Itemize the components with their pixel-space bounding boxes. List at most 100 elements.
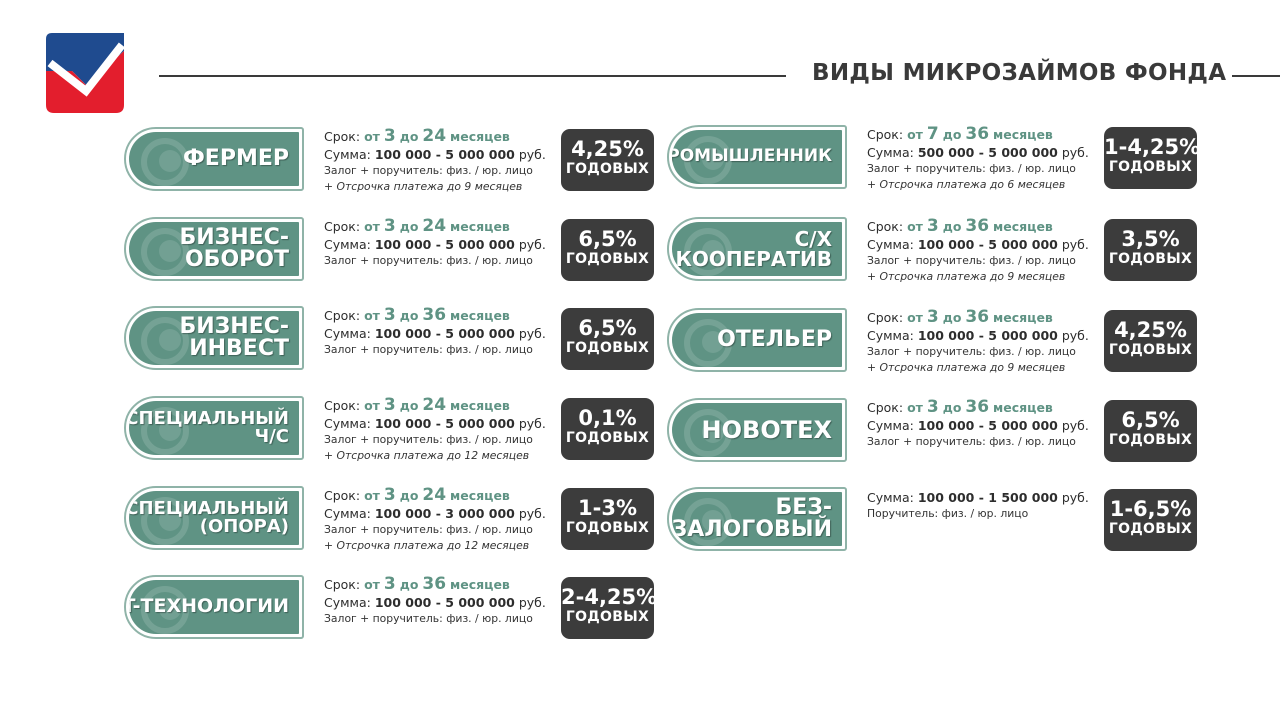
rate-badge: 4,25% ГОДОВЫХ	[561, 129, 654, 191]
rate-label: ГОДОВЫХ	[565, 161, 650, 177]
product-illustration-icon	[141, 138, 189, 186]
deferral-line: + Отсрочка платежа до 9 месяцев	[324, 180, 523, 193]
product-conditions: Срок: от 3 до 36 месяцев Сумма: 100 000 …	[867, 398, 1097, 450]
rate-value: 6,5%	[578, 227, 637, 251]
term-line: Срок: от 3 до 36 месяцев	[867, 216, 1053, 236]
deferral-line: + Отсрочка платежа до 9 месяцев	[867, 361, 1066, 374]
collateral-line: Залог + поручитель: физ. / юр. лицо	[324, 164, 533, 177]
checkmark-logo-icon	[46, 33, 124, 113]
rate-label: ГОДОВЫХ	[1108, 521, 1193, 537]
product-name: IT-ТЕХНОЛОГИИ	[129, 595, 289, 618]
amount-line: Сумма: 100 000 - 3 000 000 руб.	[324, 506, 546, 521]
product-name: ОТЕЛЬЕР	[717, 326, 832, 352]
product-name: С/Х КООПЕРАТИВ	[675, 226, 832, 271]
product-illustration-icon	[684, 228, 732, 276]
rate-badge: 1-3% ГОДОВЫХ	[561, 488, 654, 550]
rate-badge: 4,25% ГОДОВЫХ	[1104, 310, 1197, 372]
rate-value: 6,5%	[1121, 408, 1180, 432]
rate-badge: 0,1% ГОДОВЫХ	[561, 398, 654, 460]
page-title: ВИДЫ МИКРОЗАЙМОВ ФОНДА	[812, 60, 1227, 86]
product-badge: НОВОТЕХ	[667, 398, 847, 462]
product-conditions: Срок: от 3 до 24 месяцев Сумма: 100 000 …	[324, 127, 554, 195]
amount-line: Сумма: 100 000 - 5 000 000 руб.	[867, 418, 1089, 433]
product-badge: БИЗНЕС- ОБОРОТ	[124, 217, 304, 281]
rate-badge: 1-6,5% ГОДОВЫХ	[1104, 489, 1197, 551]
rate-value: 3,5%	[1121, 227, 1180, 251]
term-line: Срок: от 3 до 24 месяцев	[324, 216, 510, 236]
deferral-line: + Отсрочка платежа до 9 месяцев	[867, 270, 1066, 283]
product-badge: ФЕРМЕР	[124, 127, 304, 191]
rate-label: ГОДОВЫХ	[565, 251, 650, 267]
rate-value: 1-3%	[578, 496, 637, 520]
collateral-line: Залог + поручитель: физ. / юр. лицо	[867, 162, 1076, 175]
amount-line: Сумма: 500 000 - 5 000 000 руб.	[867, 145, 1089, 160]
product-badge: IT-ТЕХНОЛОГИИ	[124, 575, 304, 639]
product-conditions: Срок: от 7 до 36 месяцев Сумма: 500 000 …	[867, 125, 1097, 193]
product-badge: ПРОМЫШЛЕННИК	[667, 125, 847, 189]
collateral-line: Поручитель: физ. / юр. лицо	[867, 507, 1029, 520]
product-badge: СПЕЦИАЛЬНЫЙ Ч/С	[124, 396, 304, 460]
product-illustration-icon	[684, 319, 732, 367]
product-name: БИЗНЕС- ИНВЕСТ	[179, 313, 289, 361]
rate-label: ГОДОВЫХ	[1108, 342, 1193, 358]
term-line: Срок: от 3 до 24 месяцев	[324, 126, 510, 146]
collateral-line: Залог + поручитель: физ. / юр. лицо	[867, 345, 1076, 358]
product-conditions: Срок: от 3 до 36 месяцев Сумма: 100 000 …	[324, 306, 554, 358]
amount-line: Сумма: 100 000 - 5 000 000 руб.	[324, 237, 546, 252]
product-name: НОВОТЕХ	[701, 415, 832, 444]
product-name: ФЕРМЕР	[182, 145, 289, 171]
rate-value: 6,5%	[578, 316, 637, 340]
product-conditions: Сумма: 100 000 - 1 500 000 руб. Поручите…	[867, 489, 1097, 522]
product-badge: СПЕЦИАЛЬНЫЙ (ОПОРА)	[124, 486, 304, 550]
product-conditions: Срок: от 3 до 24 месяцев Сумма: 100 000 …	[324, 486, 554, 554]
term-line: Срок: от 3 до 36 месяцев	[324, 305, 510, 325]
rate-badge: 6,5% ГОДОВЫХ	[1104, 400, 1197, 462]
product-badge: С/Х КООПЕРАТИВ	[667, 217, 847, 281]
term-line: Срок: от 7 до 36 месяцев	[867, 124, 1053, 144]
product-badge: БЕЗ- ЗАЛОГОВЫЙ	[667, 487, 847, 551]
product-badge: БИЗНЕС- ИНВЕСТ	[124, 306, 304, 370]
product-name: БЕЗ- ЗАЛОГОВЫЙ	[672, 494, 832, 542]
product-name: ПРОМЫШЛЕННИК	[672, 146, 832, 167]
rate-label: ГОДОВЫХ	[565, 430, 650, 446]
collateral-line: Залог + поручитель: физ. / юр. лицо	[867, 435, 1076, 448]
rate-label: ГОДОВЫХ	[1108, 159, 1193, 175]
product-name: СПЕЦИАЛЬНЫЙ Ч/С	[129, 407, 289, 447]
amount-line: Сумма: 100 000 - 5 000 000 руб.	[324, 595, 546, 610]
rate-badge: 2-4,25% ГОДОВЫХ	[561, 577, 658, 639]
product-illustration-icon	[684, 136, 732, 184]
product-conditions: Срок: от 3 до 24 месяцев Сумма: 100 000 …	[324, 396, 554, 464]
rate-badge: 6,5% ГОДОВЫХ	[561, 219, 654, 281]
rate-label: ГОДОВЫХ	[1108, 251, 1193, 267]
deferral-line: + Отсрочка платежа до 6 месяцев	[867, 178, 1066, 191]
amount-line: Сумма: 100 000 - 5 000 000 руб.	[324, 147, 546, 162]
rate-value: 2-4,25%	[561, 585, 658, 609]
term-line: Срок: от 3 до 24 месяцев	[324, 485, 510, 505]
rate-label: ГОДОВЫХ	[565, 340, 650, 356]
term-line: Срок: от 3 до 36 месяцев	[867, 307, 1053, 327]
collateral-line: Залог + поручитель: физ. / юр. лицо	[324, 612, 533, 625]
amount-line: Сумма: 100 000 - 5 000 000 руб.	[867, 328, 1089, 343]
product-illustration-icon	[141, 228, 189, 276]
amount-line: Сумма: 100 000 - 1 500 000 руб.	[867, 490, 1089, 505]
rate-badge: 1-4,25% ГОДОВЫХ	[1104, 127, 1201, 189]
rate-label: ГОДОВЫХ	[1108, 432, 1193, 448]
rate-label: ГОДОВЫХ	[565, 520, 650, 536]
rate-value: 4,25%	[571, 137, 644, 161]
term-line: Срок: от 3 до 24 месяцев	[324, 395, 510, 415]
header-rule-left	[159, 75, 786, 77]
term-line: Срок: от 3 до 36 месяцев	[324, 574, 510, 594]
product-conditions: Срок: от 3 до 36 месяцев Сумма: 100 000 …	[867, 217, 1097, 285]
amount-line: Сумма: 100 000 - 5 000 000 руб.	[867, 237, 1089, 252]
rate-value: 4,25%	[1114, 318, 1187, 342]
product-illustration-icon	[141, 407, 189, 455]
collateral-line: Залог + поручитель: физ. / юр. лицо	[324, 523, 533, 536]
rate-value: 1-4,25%	[1104, 135, 1201, 159]
product-illustration-icon	[141, 317, 189, 365]
rate-value: 1-6,5%	[1109, 497, 1192, 521]
collateral-line: Залог + поручитель: физ. / юр. лицо	[324, 254, 533, 267]
collateral-line: Залог + поручитель: физ. / юр. лицо	[324, 433, 533, 446]
deferral-line: + Отсрочка платежа до 12 месяцев	[324, 539, 530, 552]
amount-line: Сумма: 100 000 - 5 000 000 руб.	[324, 416, 546, 431]
rate-label: ГОДОВЫХ	[565, 609, 650, 625]
